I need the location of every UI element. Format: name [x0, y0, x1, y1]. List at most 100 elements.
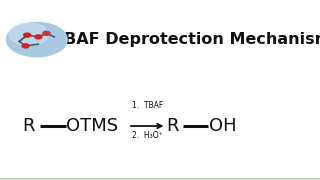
Bar — [0, 179, 320, 180]
Bar — [0, 179, 320, 180]
Bar — [1, 0, 3, 180]
Bar — [2, 0, 3, 180]
Bar — [1, 0, 2, 180]
Bar — [0, 179, 320, 180]
Bar — [1, 0, 3, 180]
Bar — [0, 179, 320, 180]
Bar — [1, 0, 3, 180]
Bar — [0, 179, 320, 180]
Bar — [1, 0, 3, 180]
Bar — [0, 178, 320, 179]
Bar — [0, 178, 320, 179]
Bar — [0, 178, 320, 179]
Bar — [0, 179, 320, 180]
Bar — [1, 0, 2, 180]
Bar — [1, 0, 3, 180]
Bar — [1, 0, 3, 180]
Bar — [1, 0, 3, 180]
Bar — [1, 0, 3, 180]
Bar — [1, 0, 3, 180]
Bar — [0, 178, 320, 179]
Bar — [0, 178, 320, 179]
Bar — [0, 179, 320, 180]
Bar — [0, 0, 2, 180]
Bar — [1, 0, 3, 180]
Bar — [1, 0, 3, 180]
Bar — [0, 179, 320, 180]
Bar — [0, 178, 320, 179]
Bar — [1, 0, 3, 180]
Bar — [1, 0, 2, 180]
Bar — [0, 178, 320, 179]
Circle shape — [6, 22, 67, 57]
Bar — [1, 0, 3, 180]
Bar — [0, 0, 2, 180]
Bar — [0, 178, 320, 179]
Bar — [1, 0, 2, 180]
Bar — [1, 0, 3, 180]
Bar — [1, 0, 2, 180]
Bar — [1, 0, 2, 180]
Bar — [1, 0, 3, 180]
Bar — [2, 0, 3, 180]
Bar — [0, 0, 2, 180]
Bar — [0, 179, 320, 180]
Bar — [0, 179, 320, 180]
Bar — [1, 0, 2, 180]
Bar — [0, 0, 2, 180]
Bar — [0, 0, 2, 180]
Bar — [0, 179, 320, 180]
Bar — [1, 0, 2, 180]
Bar — [0, 178, 320, 179]
Bar — [0, 179, 320, 180]
Bar — [0, 179, 320, 180]
Bar — [0, 0, 2, 180]
Bar — [0, 178, 320, 179]
Bar — [1, 0, 3, 180]
Bar — [0, 179, 320, 180]
Bar — [0, 178, 320, 179]
Bar — [1, 0, 2, 180]
Bar — [0, 0, 2, 180]
Bar — [2, 0, 3, 180]
Bar — [1, 0, 3, 180]
Bar — [0, 178, 320, 179]
Bar — [0, 0, 2, 180]
Bar — [1, 0, 2, 180]
Bar — [0, 178, 320, 179]
Bar — [0, 0, 2, 180]
Bar — [0, 0, 2, 180]
Bar — [1, 0, 3, 180]
Bar — [0, 179, 320, 180]
Text: OH: OH — [209, 117, 236, 135]
Bar — [1, 0, 3, 180]
Bar — [0, 0, 2, 180]
Bar — [0, 179, 320, 180]
Bar — [0, 0, 2, 180]
Bar — [0, 179, 320, 180]
Bar — [1, 0, 2, 180]
Bar — [0, 0, 2, 180]
Bar — [0, 179, 320, 180]
Bar — [1, 0, 2, 180]
Bar — [0, 179, 320, 180]
Bar — [0, 179, 320, 180]
Bar — [0, 0, 2, 180]
Bar — [1, 0, 3, 180]
Bar — [1, 0, 3, 180]
Bar — [0, 178, 320, 179]
Bar — [0, 179, 320, 180]
Text: 1.  TBAF: 1. TBAF — [132, 101, 163, 110]
Bar — [0, 178, 320, 179]
Bar — [1, 0, 3, 180]
Bar — [0, 178, 320, 179]
Bar — [0, 179, 320, 180]
Bar — [0, 0, 2, 180]
Bar — [0, 0, 2, 180]
Bar — [0, 179, 320, 180]
Bar — [1, 0, 3, 180]
Bar — [0, 0, 2, 180]
Bar — [0, 179, 320, 180]
Bar — [1, 0, 3, 180]
Bar — [2, 0, 3, 180]
